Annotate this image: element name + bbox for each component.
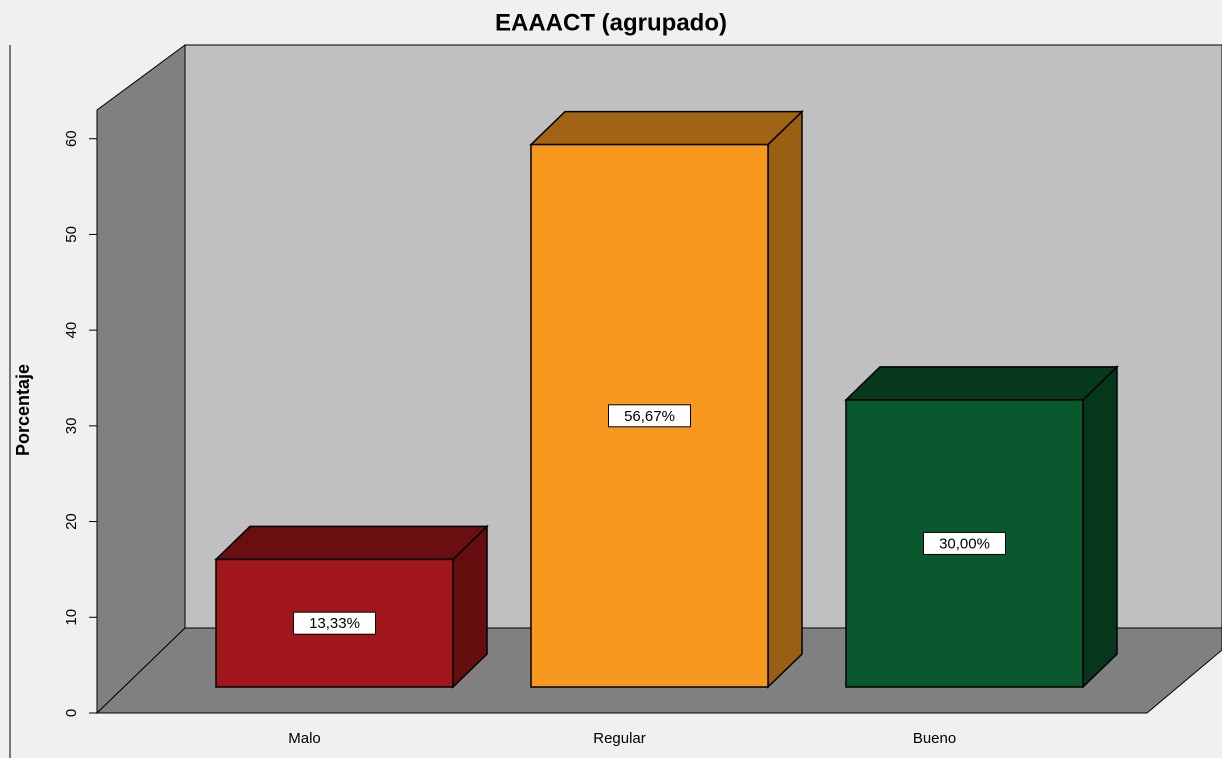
y-tick-label: 40 <box>63 322 80 339</box>
bar-side <box>1082 365 1118 689</box>
y-tick-label: 50 <box>63 226 80 243</box>
chart-title: EAAACT (agrupado) <box>495 9 727 36</box>
x-tick-label: Bueno <box>913 730 956 747</box>
x-tick-label: Malo <box>288 730 321 747</box>
bar-side <box>767 109 803 689</box>
value-label-box <box>608 404 691 428</box>
y-axis-title: Porcentaje <box>13 364 33 456</box>
y-tick-label: 60 <box>63 130 80 147</box>
left-wall <box>96 44 186 715</box>
bar <box>844 365 1119 689</box>
bar-top <box>214 525 489 561</box>
x-tick-label: Regular <box>593 730 646 747</box>
value-label: 56,67% <box>624 408 675 425</box>
bar <box>529 109 804 689</box>
bar <box>214 524 489 689</box>
y-tick-label: 20 <box>63 513 80 530</box>
y-tick-label: 10 <box>63 609 80 626</box>
value-label: 13,33% <box>309 615 360 632</box>
value-label-box <box>923 531 1006 555</box>
bar-top <box>844 366 1119 401</box>
y-tick-label: 30 <box>63 418 80 435</box>
bar-top <box>529 110 804 146</box>
value-label: 30,00% <box>939 535 990 552</box>
value-label-box <box>293 611 376 635</box>
y-tick-label: 0 <box>63 709 80 717</box>
